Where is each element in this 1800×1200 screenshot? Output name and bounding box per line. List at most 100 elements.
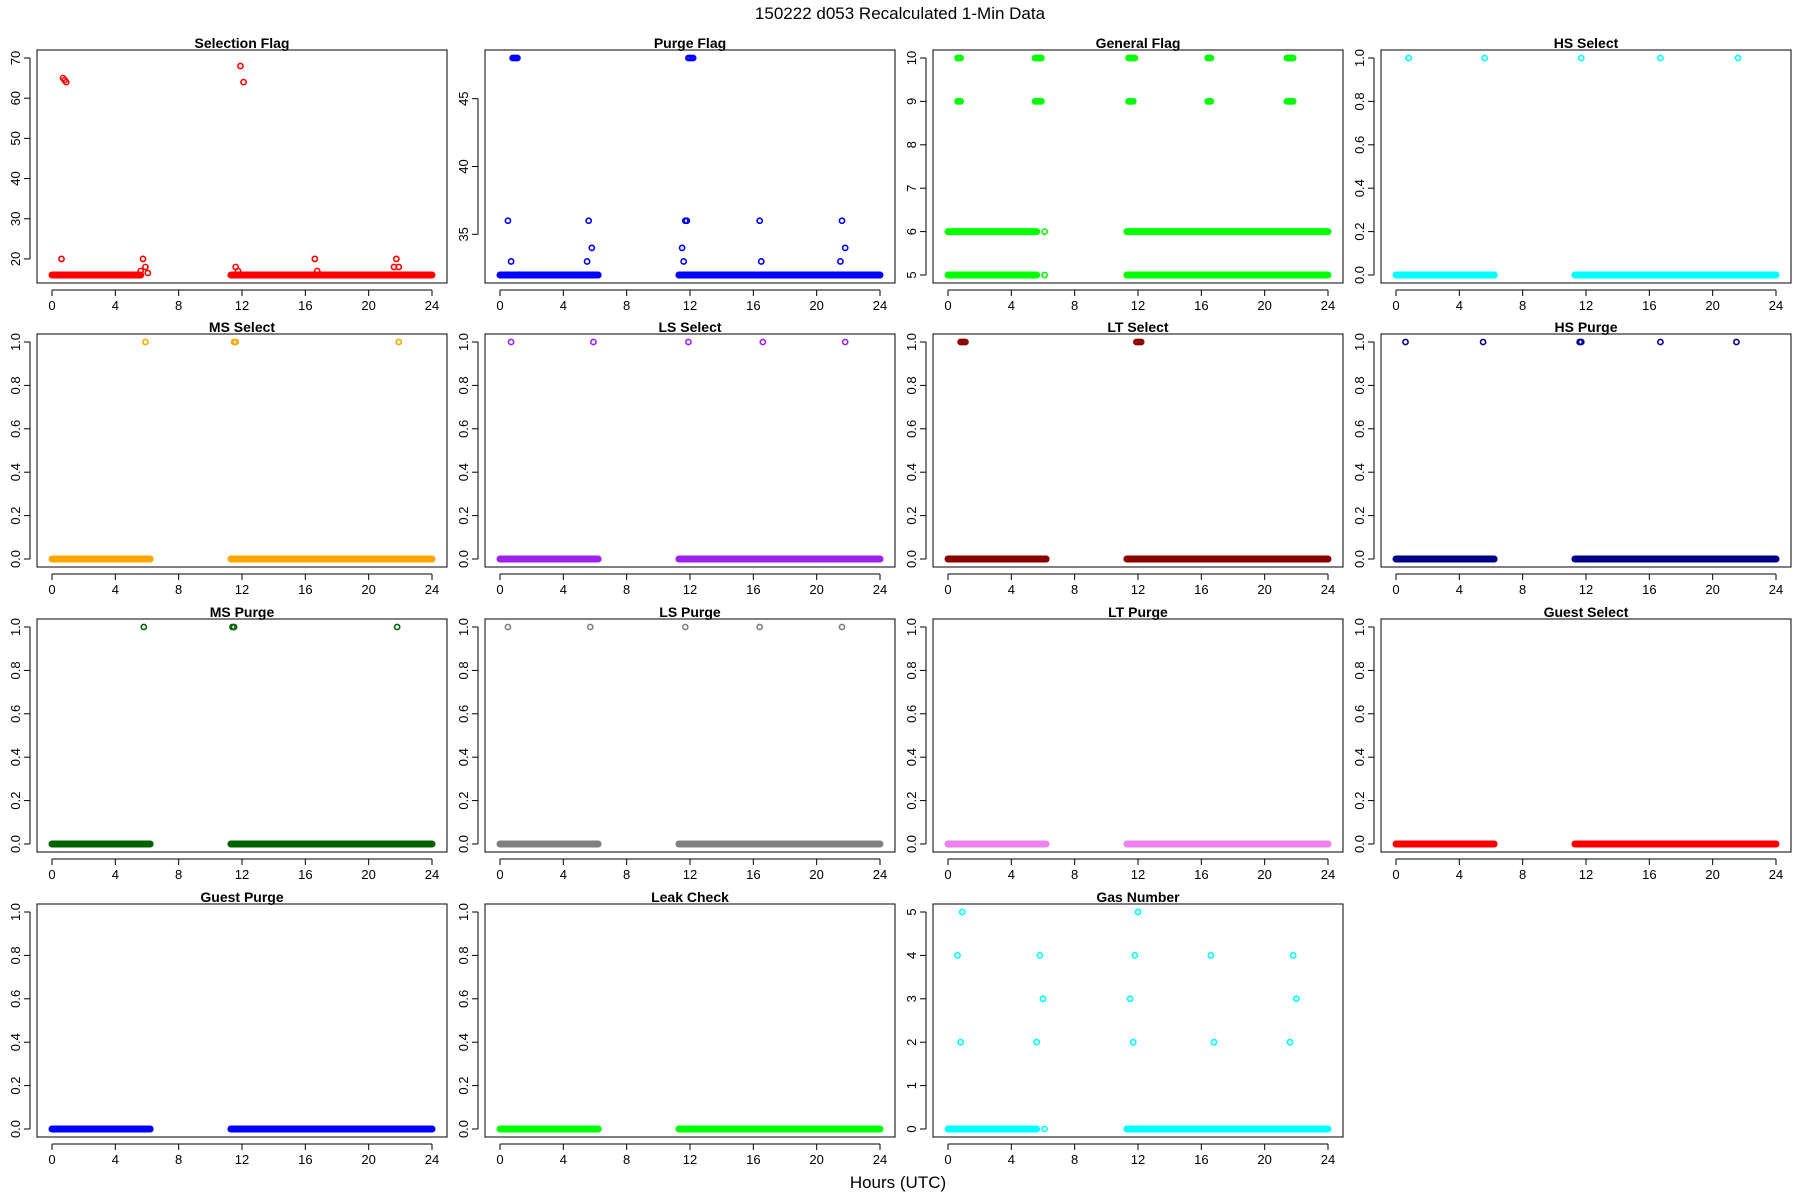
x-tick-label: 20: [361, 1152, 375, 1167]
x-axis: 0 4 8 12 16 20 24: [1392, 573, 1783, 597]
y-tick-label: 0.6: [904, 420, 919, 438]
data-point: [586, 623, 594, 631]
x-axis: 0 4 8 12 16 20 24: [496, 1143, 887, 1167]
y-tick-label: 1: [904, 1082, 919, 1089]
data-point: [1134, 908, 1142, 916]
y-tick-label: 30: [8, 212, 23, 226]
x-tick-label: 16: [1642, 582, 1656, 597]
y-tick-label: 0.2: [8, 1077, 23, 1095]
data-point: [313, 267, 321, 275]
data-point: [1577, 54, 1585, 62]
panel-title: LS Select: [658, 319, 721, 335]
x-tick-label: 4: [1456, 867, 1463, 882]
data-point: [954, 952, 961, 959]
y-tick-label: 0.6: [8, 990, 23, 1008]
y-tick-label: 0.4: [8, 463, 23, 481]
data-marks: [944, 54, 1332, 279]
x-tick-label: 24: [873, 298, 887, 313]
panel-guest-select: Guest Select 0 4 8 12 16 20 24 0.0 0.2 0.4 0.6 0.8 1.…: [1352, 604, 1792, 882]
x-tick-label: 24: [873, 582, 887, 597]
y-tick-label: 0.0: [456, 835, 471, 853]
x-tick-label: 24: [425, 298, 439, 313]
panel-title: Selection Flag: [195, 35, 290, 51]
x-tick-label: 4: [1008, 1152, 1015, 1167]
x-tick-label: 8: [1071, 867, 1078, 882]
data-point: [1129, 1038, 1137, 1046]
x-tick-label: 16: [746, 1152, 760, 1167]
y-tick-label: 40: [8, 171, 23, 185]
x-tick-label: 12: [235, 1152, 249, 1167]
x-tick-label: 12: [1579, 298, 1593, 313]
data-marks: [1392, 338, 1780, 563]
y-tick-label: 5: [904, 908, 919, 915]
y-tick-label: 0.4: [904, 463, 919, 481]
x-axis: 0 4 8 12 16 20 24: [48, 573, 439, 597]
x-tick-label: 24: [1321, 1152, 1335, 1167]
y-axis: 0 1 2 3 4 5: [904, 908, 927, 1133]
x-axis: 0 4 8 12 16 20 24: [48, 1143, 439, 1167]
data-point: [689, 54, 697, 62]
x-tick-label: 8: [175, 582, 182, 597]
y-tick-label: 0.6: [1352, 420, 1367, 438]
data-point: [1734, 54, 1742, 62]
x-tick-label: 8: [623, 298, 630, 313]
y-tick-label: 1.0: [456, 903, 471, 921]
x-tick-label: 20: [1257, 298, 1271, 313]
x-tick-label: 20: [361, 867, 375, 882]
data-point: [678, 244, 686, 252]
plot-frame: [1380, 49, 1792, 284]
x-tick-label: 16: [746, 582, 760, 597]
y-tick-label: 0.8: [8, 376, 23, 394]
panel-hs-select: HS Select 0 4 8 12 16 20 24 0.0 0.2 0.4 0.6 0.8 1.0: [1352, 35, 1792, 313]
plot-frame: [484, 903, 896, 1138]
data-point: [958, 908, 966, 916]
panel-title: MS Select: [209, 319, 275, 335]
y-tick-label: 1.0: [456, 618, 471, 636]
y-tick-label: 1.0: [8, 903, 23, 921]
y-tick-label: 0.2: [456, 507, 471, 525]
y-tick-label: 8: [904, 141, 919, 148]
data-point: [230, 623, 238, 631]
plot-frame: [932, 618, 1344, 853]
x-tick-label: 0: [496, 867, 503, 882]
data-marks: [48, 62, 436, 279]
x-tick-label: 12: [235, 298, 249, 313]
y-tick-label: 1.0: [904, 618, 919, 636]
data-point: [1038, 98, 1045, 105]
y-tick-label: 2: [904, 1039, 919, 1046]
data-point: [1577, 338, 1585, 346]
y-tick-label: 0.6: [1352, 136, 1367, 154]
data-point: [756, 623, 764, 631]
y-axis: 0.0 0.2 0.4 0.6 0.8 1.0: [8, 618, 31, 853]
data-marks: [48, 623, 436, 848]
y-tick-label: 0.0: [1352, 835, 1367, 853]
panel-selection-flag: Selection Flag 0 4 8 12 16 20 24 20 30 40 50 60 70: [8, 35, 448, 313]
data-point: [137, 267, 145, 275]
data-point: [1041, 1125, 1048, 1133]
data-point: [1131, 952, 1139, 959]
data-point: [144, 269, 152, 277]
y-tick-label: 6: [904, 228, 919, 235]
x-tick-label: 0: [496, 1152, 503, 1167]
data-point: [756, 217, 764, 225]
x-tick-label: 4: [560, 1152, 567, 1167]
y-tick-label: 1.0: [1352, 618, 1367, 636]
x-tick-label: 20: [809, 582, 823, 597]
x-tick-label: 8: [1071, 582, 1078, 597]
panel-hs-purge: HS Purge 0 4 8 12 16 20 24 0.0 0.2 0.4 0.6 0.8 1.0: [1352, 319, 1792, 597]
x-tick-label: 0: [496, 582, 503, 597]
y-tick-label: 0.6: [456, 990, 471, 1008]
x-tick-label: 20: [361, 582, 375, 597]
x-tick-label: 4: [112, 582, 119, 597]
x-tick-label: 4: [112, 867, 119, 882]
panel-ms-select: MS Select 0 4 8 12 16 20 24 0.0 0.2 0.4 0.6 0.8 1.0: [8, 319, 448, 597]
data-point: [957, 54, 965, 62]
x-axis: 0 4 8 12 16 20 24: [944, 573, 1335, 597]
x-tick-label: 12: [1131, 298, 1145, 313]
data-point: [507, 338, 515, 346]
y-tick-label: 0.0: [8, 550, 23, 568]
panel-lt-select: LT Select 0 4 8 12 16 20 24 0.0 0.2 0.4 0.6 0.8 1.0: [904, 319, 1344, 597]
